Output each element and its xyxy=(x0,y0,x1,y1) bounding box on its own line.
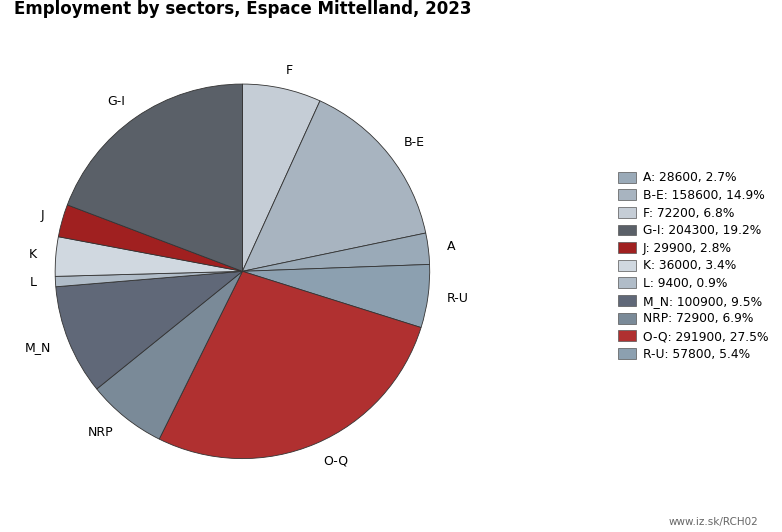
Wedge shape xyxy=(67,84,242,271)
Text: G-I: G-I xyxy=(108,95,125,109)
Text: NRP: NRP xyxy=(88,426,113,438)
Text: L: L xyxy=(30,276,37,289)
Title: Employment by sectors, Espace Mittelland, 2023: Employment by sectors, Espace Mittelland… xyxy=(13,0,472,18)
Text: B-E: B-E xyxy=(404,136,425,149)
Wedge shape xyxy=(56,237,242,277)
Text: M_N: M_N xyxy=(25,342,51,354)
Wedge shape xyxy=(56,271,242,389)
Wedge shape xyxy=(242,101,425,271)
Wedge shape xyxy=(242,233,429,271)
Wedge shape xyxy=(242,264,429,328)
Text: A: A xyxy=(447,240,455,253)
Wedge shape xyxy=(59,205,242,271)
Legend: A: 28600, 2.7%, B-E: 158600, 14.9%, F: 72200, 6.8%, G-I: 204300, 19.2%, J: 29900: A: 28600, 2.7%, B-E: 158600, 14.9%, F: 7… xyxy=(618,171,768,361)
Wedge shape xyxy=(242,84,320,271)
Wedge shape xyxy=(97,271,242,439)
Text: J: J xyxy=(41,209,44,222)
Text: F: F xyxy=(286,63,293,77)
Text: www.iz.sk/RCH02: www.iz.sk/RCH02 xyxy=(669,517,759,527)
Text: O-Q: O-Q xyxy=(323,454,348,467)
Text: R-U: R-U xyxy=(447,293,468,305)
Wedge shape xyxy=(160,271,421,459)
Text: K: K xyxy=(29,248,37,262)
Wedge shape xyxy=(56,271,242,287)
